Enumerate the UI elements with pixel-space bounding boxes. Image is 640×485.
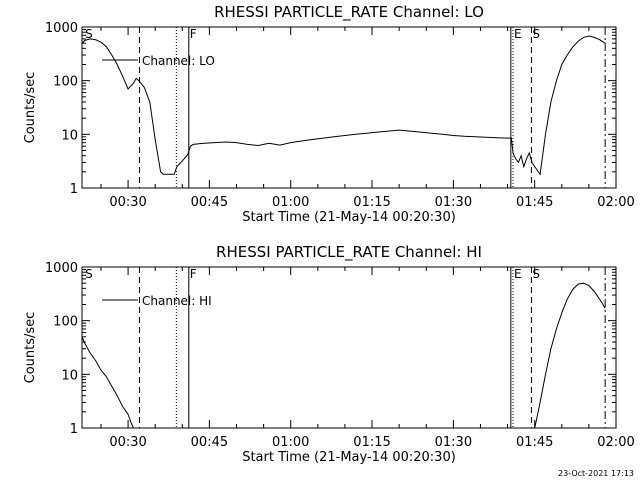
y-tick-label: 1 [70,182,78,197]
x-tick-label: 00:30 [109,435,146,450]
data-series-line [81,282,606,429]
x-tick-label: 01:30 [435,435,472,450]
y-tick-label: 1000 [45,261,78,276]
panel-lo [81,26,617,189]
x-axis-label: Start Time (21-May-14 00:20:30) [242,210,456,225]
event-marker-label: F [190,267,197,281]
x-tick-label: 01:30 [435,195,472,210]
legend-label: Channel: HI [142,294,212,308]
event-marker-label: S [85,27,93,41]
panel-hi [81,266,617,429]
event-marker-label: S [532,267,540,281]
footer-timestamp: 23-Oct-2021 17:13 [558,469,634,478]
y-tick-label: 1000 [45,21,78,36]
x-tick-label: 01:45 [516,195,553,210]
x-tick-label: 00:30 [109,195,146,210]
data-series-line [81,35,606,176]
x-tick-label: 02:00 [597,195,634,210]
plot-frame [81,26,617,189]
x-tick-label: 01:45 [516,435,553,450]
chart-title: RHESSI PARTICLE_RATE Channel: HI [216,243,482,262]
y-axis-label: Counts/sec [23,72,38,144]
y-tick-label: 1 [70,422,78,437]
event-marker-label: S [532,27,540,41]
event-marker-label: E [514,27,522,41]
x-axis-label: Start Time (21-May-14 00:20:30) [242,450,456,465]
event-marker-label: E [514,267,522,281]
x-tick-label: 00:45 [191,435,228,450]
x-tick-label: 02:00 [597,435,634,450]
x-tick-label: 01:00 [272,195,309,210]
chart-title: RHESSI PARTICLE_RATE Channel: LO [214,3,484,22]
event-marker-label: F [190,27,197,41]
y-axis-label: Counts/sec [23,312,38,384]
x-tick-label: 00:45 [191,195,228,210]
x-tick-label: 01:00 [272,435,309,450]
legend-label: Channel: LO [142,54,215,68]
y-tick-label: 100 [53,75,78,90]
plot-frame [81,266,617,429]
y-tick-label: 100 [53,315,78,330]
y-tick-label: 10 [61,368,78,383]
event-marker-label: S [85,267,93,281]
x-tick-label: 01:15 [353,435,390,450]
x-tick-label: 01:15 [353,195,390,210]
y-tick-label: 10 [61,128,78,143]
